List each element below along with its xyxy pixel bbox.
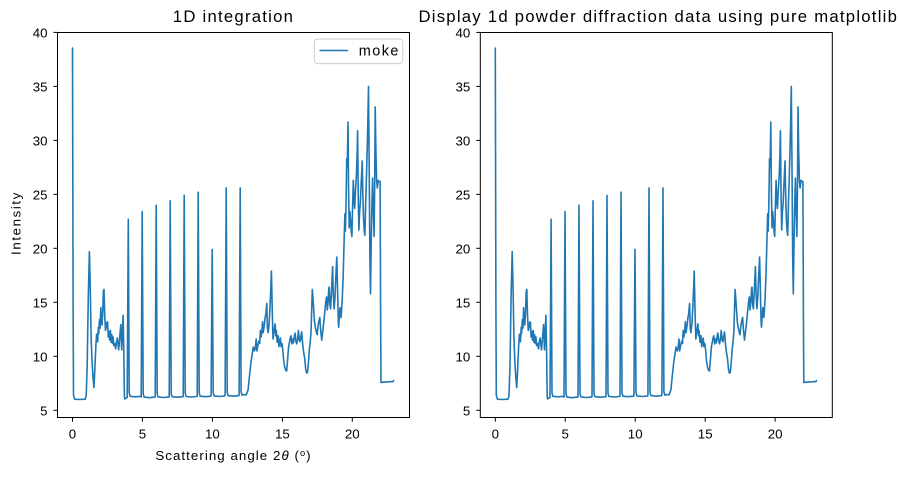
svg-text:40: 40	[456, 26, 471, 41]
svg-text:15: 15	[698, 427, 713, 442]
svg-text:20: 20	[33, 242, 48, 257]
svg-text:25: 25	[456, 188, 471, 203]
svg-text:40: 40	[33, 26, 48, 41]
svg-text:15: 15	[33, 296, 48, 311]
svg-text:30: 30	[456, 134, 471, 149]
svg-text:20: 20	[345, 427, 360, 442]
svg-text:20: 20	[768, 427, 783, 442]
svg-text:1D integration: 1D integration	[173, 7, 294, 26]
svg-text:30: 30	[33, 134, 48, 149]
svg-text:10: 10	[628, 427, 643, 442]
svg-text:20: 20	[456, 242, 471, 257]
svg-text:Scattering angle 2θ (o): Scattering angle 2θ (o)	[155, 448, 311, 463]
svg-text:35: 35	[33, 80, 48, 95]
svg-text:15: 15	[456, 296, 471, 311]
svg-text:25: 25	[33, 188, 48, 203]
svg-text:10: 10	[456, 350, 471, 365]
svg-text:moke: moke	[359, 44, 400, 60]
svg-text:5: 5	[561, 427, 568, 442]
svg-text:5: 5	[40, 404, 47, 419]
svg-text:Intensity: Intensity	[9, 191, 24, 255]
svg-text:10: 10	[33, 350, 48, 365]
svg-text:5: 5	[139, 427, 146, 442]
svg-text:15: 15	[275, 427, 290, 442]
svg-text:0: 0	[492, 427, 499, 442]
svg-text:10: 10	[205, 427, 220, 442]
svg-text:0: 0	[69, 427, 76, 442]
svg-text:Display 1d powder diffraction: Display 1d powder diffraction data using…	[418, 7, 898, 26]
svg-text:35: 35	[456, 80, 471, 95]
svg-text:5: 5	[463, 404, 470, 419]
